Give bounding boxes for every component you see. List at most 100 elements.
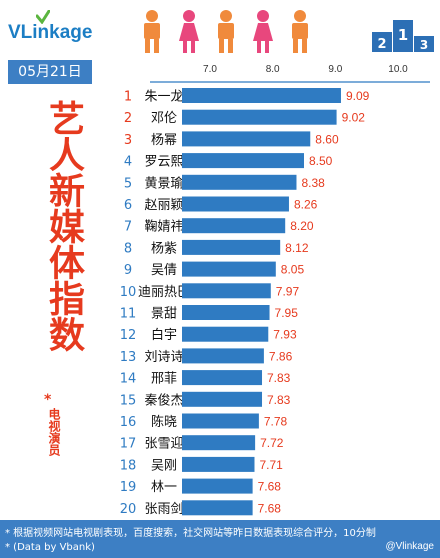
person-icon xyxy=(292,10,308,53)
bar xyxy=(182,326,269,342)
bar xyxy=(182,88,341,103)
rank-label: 20 xyxy=(120,502,137,517)
rank-label: 7 xyxy=(124,220,132,235)
category-label: 鞠婧祎 xyxy=(144,220,183,235)
svg-text:2: 2 xyxy=(377,37,386,52)
bar xyxy=(182,131,311,147)
bar xyxy=(182,413,259,429)
category-label: 秦俊杰 xyxy=(144,393,183,408)
bar xyxy=(182,153,304,169)
bar xyxy=(182,196,289,212)
rank-label: 11 xyxy=(120,307,137,322)
category-label: 张雨剑 xyxy=(144,501,183,517)
value-label: 8.26 xyxy=(294,198,318,212)
svg-text:1: 1 xyxy=(398,26,408,44)
bar xyxy=(182,218,286,234)
category-label: 陈晓 xyxy=(151,414,177,430)
rank-label: 4 xyxy=(124,155,132,170)
category-label: 迪丽热巴 xyxy=(138,285,190,300)
value-label: 7.95 xyxy=(275,306,299,320)
bar xyxy=(182,305,270,320)
x-tick-label: 10.0 xyxy=(388,64,408,75)
category-label: 黄景瑜 xyxy=(144,176,183,191)
rank-label: 9 xyxy=(124,263,132,278)
category-label: 杨紫 xyxy=(151,241,177,256)
value-label: 7.83 xyxy=(267,371,291,385)
rank-label: 17 xyxy=(120,437,137,452)
bar-chart: 7.0 8.0 9.0 10.0 1 朱一龙 9.09 2 邓伦 9.02 3 杨幂 8.60 4 罗云熙 8… xyxy=(120,64,430,517)
category-label: 白宇 xyxy=(151,327,177,343)
category-label: 景甜 xyxy=(151,306,177,322)
value-label: 7.93 xyxy=(273,328,297,342)
bar xyxy=(182,283,271,299)
rank-label: 6 xyxy=(124,198,132,213)
value-label: 7.86 xyxy=(269,349,293,363)
category-label: 张雪迎 xyxy=(144,437,183,452)
rank-label: 1 xyxy=(124,90,132,105)
podium-icon: 2 1 3 xyxy=(372,20,434,52)
category-label: 林一 xyxy=(151,480,177,495)
rank-label: 3 xyxy=(124,133,132,148)
value-label: 8.20 xyxy=(290,219,314,233)
category-label: 刘诗诗 xyxy=(144,350,183,365)
value-label: 9.02 xyxy=(342,111,366,125)
bar xyxy=(182,391,263,407)
rank-label: 8 xyxy=(124,241,132,256)
category-label: 赵丽颖 xyxy=(144,198,183,213)
category-label: 朱一龙 xyxy=(144,90,183,105)
category-label: 吴刚 xyxy=(151,458,177,473)
chart-subtitle: 电视演员 xyxy=(47,408,61,456)
value-label: 7.68 xyxy=(258,480,282,494)
brand-logo: VLinkage xyxy=(8,22,92,44)
person-icon xyxy=(144,10,160,53)
value-label: 8.50 xyxy=(309,154,333,168)
person-icon xyxy=(253,10,273,53)
svg-text:3: 3 xyxy=(420,38,428,52)
bar xyxy=(182,370,263,386)
people-figures-icon xyxy=(144,10,308,53)
bar xyxy=(182,261,276,277)
subtitle-mark: * xyxy=(44,392,52,408)
person-icon xyxy=(218,10,234,53)
bar xyxy=(182,435,256,451)
value-label: 9.09 xyxy=(346,89,370,103)
brand-logo-text: VLinkage xyxy=(8,22,93,43)
bar xyxy=(182,456,255,472)
rank-label: 15 xyxy=(120,393,137,408)
bar xyxy=(182,109,337,125)
date-label: 05月21日 xyxy=(8,60,92,84)
rank-label: 12 xyxy=(120,328,137,343)
value-label: 7.78 xyxy=(264,415,288,429)
value-label: 8.05 xyxy=(281,263,305,277)
value-label: 8.12 xyxy=(285,241,309,255)
rank-label: 14 xyxy=(120,372,137,387)
footer-note: * 根据视频网站电视剧表现，百度搜索，社交网站等昨日数据表现综合评分，10分制 xyxy=(5,528,376,539)
person-icon xyxy=(179,10,199,53)
footer: * 根据视频网站电视剧表现，百度搜索，社交网站等昨日数据表现综合评分，10分制 … xyxy=(0,520,440,558)
value-label: 7.68 xyxy=(258,501,282,515)
value-label: 7.72 xyxy=(260,436,284,450)
x-tick-label: 9.0 xyxy=(328,64,342,75)
bar xyxy=(182,239,281,255)
category-label: 邓伦 xyxy=(151,111,177,126)
bar xyxy=(182,174,297,190)
rank-label: 16 xyxy=(120,415,137,430)
value-label: 7.83 xyxy=(267,393,291,407)
logo-mark-icon xyxy=(36,10,50,24)
value-label: 8.38 xyxy=(301,176,325,190)
category-label: 邢菲 xyxy=(151,372,177,387)
rank-label: 13 xyxy=(120,350,137,365)
bar xyxy=(182,348,264,364)
rank-label: 5 xyxy=(124,176,132,191)
footer-credit: @Vlinkage xyxy=(385,541,434,552)
value-label: 8.60 xyxy=(315,132,339,146)
bar xyxy=(182,478,253,494)
chart-title: 艺人新媒体指数 xyxy=(43,100,84,352)
rank-label: 19 xyxy=(120,480,137,495)
value-label: 7.71 xyxy=(259,458,283,472)
x-tick-label: 8.0 xyxy=(266,64,280,75)
rank-label: 10 xyxy=(120,285,137,300)
rank-label: 18 xyxy=(120,458,137,473)
category-label: 杨幂 xyxy=(151,133,177,148)
category-label: 吴倩 xyxy=(151,263,177,278)
